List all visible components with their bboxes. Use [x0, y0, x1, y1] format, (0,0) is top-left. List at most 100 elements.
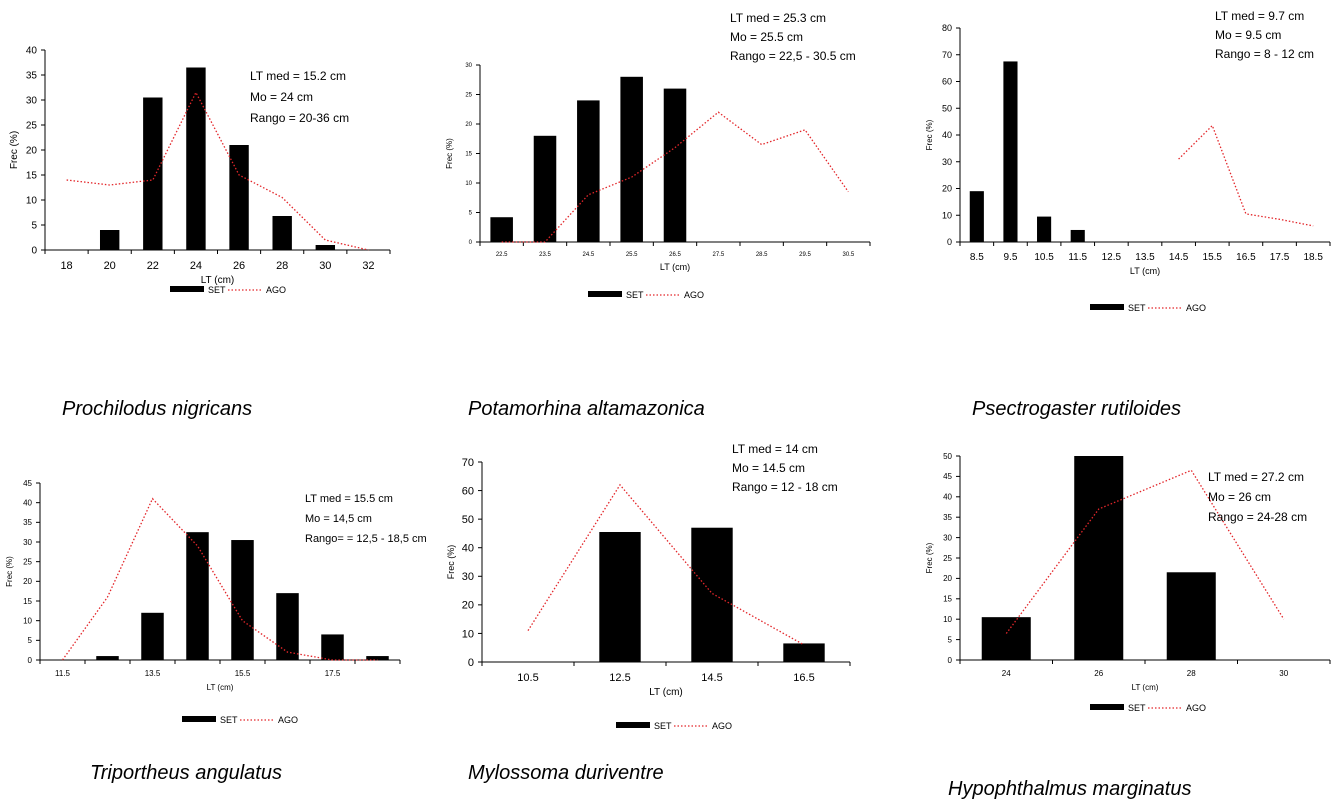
line-ago [501, 111, 849, 243]
chart-potamorhina: 0 5 10 15 20 25 30 22.5 23.5 24.5 25.5 26.5 27.5 28.5… [445, 11, 871, 300]
line-ago [1005, 469, 1285, 634]
bar-set [321, 634, 344, 660]
annotation-text: Mo = 9.5 cm [1215, 28, 1281, 42]
y-tick-label: 40 [26, 46, 38, 57]
bar-set [1074, 456, 1124, 660]
y-tick-label: 35 [943, 513, 952, 522]
line-ago [1178, 124, 1314, 227]
y-tick-label: 15 [23, 597, 32, 606]
bar-set [533, 135, 557, 242]
bar-set [1003, 61, 1018, 242]
species-title-mylossoma: Mylossoma duriventre [468, 762, 664, 784]
y-axis-title: Frec (%) [925, 542, 934, 573]
y-axis-title: Frec (%) [925, 119, 934, 150]
species-title-triportheus: Triportheus angulatus [90, 762, 282, 784]
legend-swatch-set [616, 722, 650, 728]
y-tick-label: 40 [462, 543, 474, 555]
x-tick-label: 20 [104, 260, 116, 272]
annotation-text: LT med = 9.7 cm [1215, 9, 1304, 23]
bar-set [599, 532, 641, 662]
y-tick-label: 20 [26, 146, 38, 157]
y-tick-label: 35 [23, 518, 32, 527]
species-title-potamorhina: Potamorhina altamazonica [468, 398, 705, 420]
x-tick-label: 17.5 [1270, 252, 1290, 263]
y-tick-label: 50 [943, 452, 952, 461]
y-tick-label: 5 [28, 636, 33, 645]
x-axis-title: LT (cm) [201, 275, 235, 286]
legend: SET AGO [170, 285, 286, 295]
y-tick-label: 20 [462, 600, 474, 612]
x-tick-label: 30.5 [842, 252, 854, 258]
x-tick-label: 27.5 [712, 252, 724, 258]
y-tick-label: 0 [469, 240, 473, 246]
y-tick-label: 30 [465, 63, 472, 69]
annotation-text: Rango = 22,5 - 30.5 cm [730, 49, 856, 63]
legend-label-set: SET [1128, 703, 1146, 713]
x-tick-label: 28.5 [756, 252, 768, 258]
legend: SET AGO [1090, 303, 1206, 313]
y-tick-label: 5 [31, 221, 37, 232]
annotation-text: LT med = 15.5 cm [305, 493, 393, 505]
annotation-text: Rango = 8 - 12 cm [1215, 47, 1314, 61]
y-axis-title: Frec (%) [9, 131, 20, 169]
legend-label-set: SET [208, 285, 226, 295]
y-tick-label: 60 [942, 77, 952, 87]
y-tick-label: 20 [943, 574, 952, 583]
legend-label-ago: AGO [266, 285, 286, 295]
x-tick-label: 17.5 [325, 669, 341, 678]
y-tick-label: 20 [942, 184, 952, 194]
y-tick-label: 10 [942, 210, 952, 220]
x-tick-label: 18 [60, 260, 72, 272]
y-tick-label: 10 [23, 616, 32, 625]
x-tick-label: 13.5 [1135, 252, 1155, 263]
x-axis-title: LT (cm) [1130, 266, 1160, 276]
y-tick-label: 0 [947, 237, 952, 247]
y-tick-label: 10 [943, 615, 952, 624]
x-tick-label: 14.5 [701, 672, 722, 684]
x-tick-label: 24 [190, 260, 202, 272]
x-tick-label: 26 [1094, 669, 1103, 678]
bar-set [981, 617, 1031, 660]
bar-set [229, 145, 249, 250]
y-tick-label: 25 [465, 93, 472, 99]
legend-label-ago: AGO [684, 290, 704, 300]
annotation-text: LT med = 27.2 cm [1208, 470, 1304, 484]
x-tick-label: 16.5 [793, 672, 814, 684]
annotation-text: Rango = 24-28 cm [1208, 510, 1307, 524]
y-tick-label: 20 [23, 577, 32, 586]
line-ago [61, 497, 378, 661]
bar-set [186, 67, 206, 250]
species-title-prochilodus: Prochilodus nigricans [62, 398, 253, 420]
x-tick-label: 30 [1279, 669, 1288, 678]
y-tick-label: 30 [462, 571, 474, 583]
chart-triportheus: 0 5 10 15 20 25 30 35 40 45 11.5 13.5 15.5 17.5 LT (cm… [5, 479, 427, 725]
y-tick-label: 10 [26, 196, 38, 207]
y-tick-label: 80 [942, 23, 952, 33]
bar-set [276, 593, 299, 660]
y-tick-label: 45 [943, 472, 952, 481]
bar-set [366, 656, 389, 660]
annotation-text: Mo = 14.5 cm [732, 461, 805, 475]
bar-set [315, 245, 336, 250]
chart-hypophthalmus: 0 5 10 15 20 25 30 35 40 45 50 24 26 28 30 LT (cm) Frec … [925, 452, 1331, 713]
annotation-text: Rango = 12 - 18 cm [732, 480, 838, 494]
legend-label-ago: AGO [712, 721, 732, 731]
species-title-hypophthalmus: Hypophthalmus marginatus [948, 778, 1192, 800]
y-tick-label: 45 [23, 479, 32, 488]
annotation-text: Mo = 24 cm [250, 90, 313, 104]
x-tick-label: 12.5 [1102, 252, 1122, 263]
annotation-text: Mo = 14,5 cm [305, 513, 372, 525]
x-tick-label: 14.5 [1169, 252, 1189, 263]
legend-label-set: SET [1128, 303, 1146, 313]
y-axis-title: Frec (%) [446, 545, 456, 580]
legend-swatch-set [588, 291, 622, 297]
bar-set [231, 540, 254, 660]
bar-set [663, 88, 687, 242]
bar-set [1070, 229, 1085, 242]
x-tick-label: 23.5 [539, 252, 551, 258]
bar-set [783, 643, 825, 662]
legend-swatch-set [1090, 704, 1124, 710]
annotation-text: LT med = 14 cm [732, 442, 818, 456]
bar-set [143, 97, 163, 250]
x-tick-label: 15.5 [1203, 252, 1223, 263]
